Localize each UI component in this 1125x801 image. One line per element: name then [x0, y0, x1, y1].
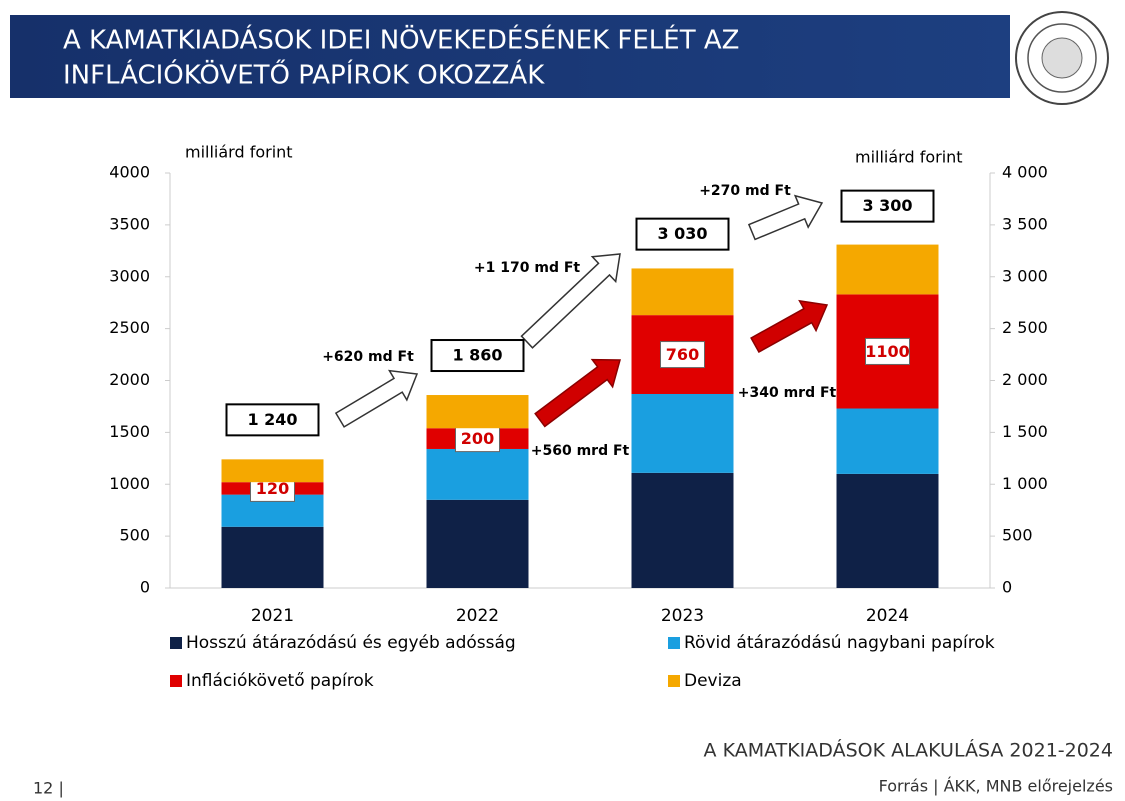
- total-label: 3 300: [862, 196, 912, 215]
- legend-label: Hosszú átárazódású és egyéb adósság: [186, 633, 516, 653]
- y2-tick-label: 0: [1002, 578, 1012, 597]
- logo-crest: [1041, 37, 1083, 79]
- annotation: +560 mrd Ft: [531, 443, 630, 459]
- x-tick-label: 2023: [661, 606, 704, 626]
- annotation: +270 md Ft: [699, 183, 791, 199]
- y-tick-label: 500: [119, 526, 150, 545]
- y-axis-label: milliárd forint: [185, 143, 293, 162]
- bar-segment: [221, 459, 324, 483]
- header-band: [10, 15, 1010, 98]
- data-label: 1100: [865, 342, 910, 361]
- bar-segment: [221, 526, 324, 588]
- logo-ring: [1027, 23, 1097, 93]
- data-label-box: [455, 425, 500, 453]
- total-label: 3 030: [657, 224, 707, 243]
- y2-tick-label: 3 500: [1002, 214, 1048, 233]
- legend-swatch: [170, 675, 182, 687]
- y2-tick-label: 2 000: [1002, 370, 1048, 389]
- footer-source: Forrás | ÁKK, MNB előrejelzés: [879, 777, 1113, 796]
- bar-segment: [631, 393, 734, 473]
- footer-subtitle: A KAMATKIADÁSOK ALAKULÁSA 2021-2024: [704, 739, 1113, 762]
- bar-segment: [836, 408, 939, 474]
- y-tick-label: 2500: [109, 318, 150, 337]
- bar-segment: [426, 448, 529, 500]
- y2-tick-label: 1 500: [1002, 422, 1048, 441]
- total-box: [430, 339, 525, 373]
- legend-label: Rövid átárazódású nagybani papírok: [684, 633, 995, 653]
- bar-segment: [836, 473, 939, 588]
- total-box: [840, 189, 935, 223]
- legend-swatch: [170, 637, 182, 649]
- total-label: 1 860: [452, 346, 502, 365]
- annotation: +1 170 md Ft: [474, 260, 580, 276]
- total-box: [225, 403, 320, 437]
- data-label-box: [660, 341, 705, 369]
- annotation: +620 md Ft: [322, 349, 414, 365]
- bar-segment: [631, 472, 734, 588]
- arrow: [750, 299, 829, 354]
- bar-segment: [426, 395, 529, 429]
- data-label: 120: [256, 479, 289, 498]
- y2-tick-label: 1 000: [1002, 474, 1048, 493]
- annotation: +340 mrd Ft: [738, 385, 837, 401]
- legend-label: Deviza: [684, 671, 742, 691]
- y2-axis-label: milliárd forint: [855, 148, 963, 167]
- data-label: 200: [461, 429, 494, 448]
- y-tick-label: 4000: [109, 163, 150, 182]
- y2-tick-label: 4 000: [1002, 163, 1048, 182]
- bar-segment: [836, 244, 939, 295]
- y-tick-label: 3000: [109, 266, 150, 285]
- total-label: 1 240: [247, 410, 297, 429]
- arrow: [334, 369, 419, 428]
- x-tick-label: 2024: [866, 606, 909, 626]
- y-tick-label: 3500: [109, 214, 150, 233]
- x-tick-label: 2021: [251, 606, 294, 626]
- data-label-box: [865, 337, 910, 365]
- arrow: [747, 194, 824, 241]
- legend-swatch: [668, 675, 680, 687]
- y2-tick-label: 500: [1002, 526, 1033, 545]
- arrow: [520, 253, 621, 349]
- x-tick-label: 2022: [456, 606, 499, 626]
- y-tick-label: 1000: [109, 474, 150, 493]
- bar-segment: [631, 268, 734, 316]
- y-tick-label: 0: [140, 578, 150, 597]
- legend-swatch: [668, 637, 680, 649]
- y-tick-label: 2000: [109, 370, 150, 389]
- page-number: 12 |: [33, 779, 64, 798]
- y2-tick-label: 2 500: [1002, 318, 1048, 337]
- title-line: A KAMATKIADÁSOK IDEI NÖVEKEDÉSÉNEK FELÉT…: [63, 24, 739, 56]
- data-label: 760: [666, 345, 699, 364]
- arrow: [534, 358, 621, 428]
- total-box: [635, 217, 730, 251]
- bar-segment: [426, 499, 529, 588]
- y2-tick-label: 3 000: [1002, 266, 1048, 285]
- legend-label: Inflációkövető papírok: [186, 671, 374, 691]
- title-line: INFLÁCIÓKÖVETŐ PAPÍROK OKOZZÁK: [63, 59, 545, 91]
- y-tick-label: 1500: [109, 422, 150, 441]
